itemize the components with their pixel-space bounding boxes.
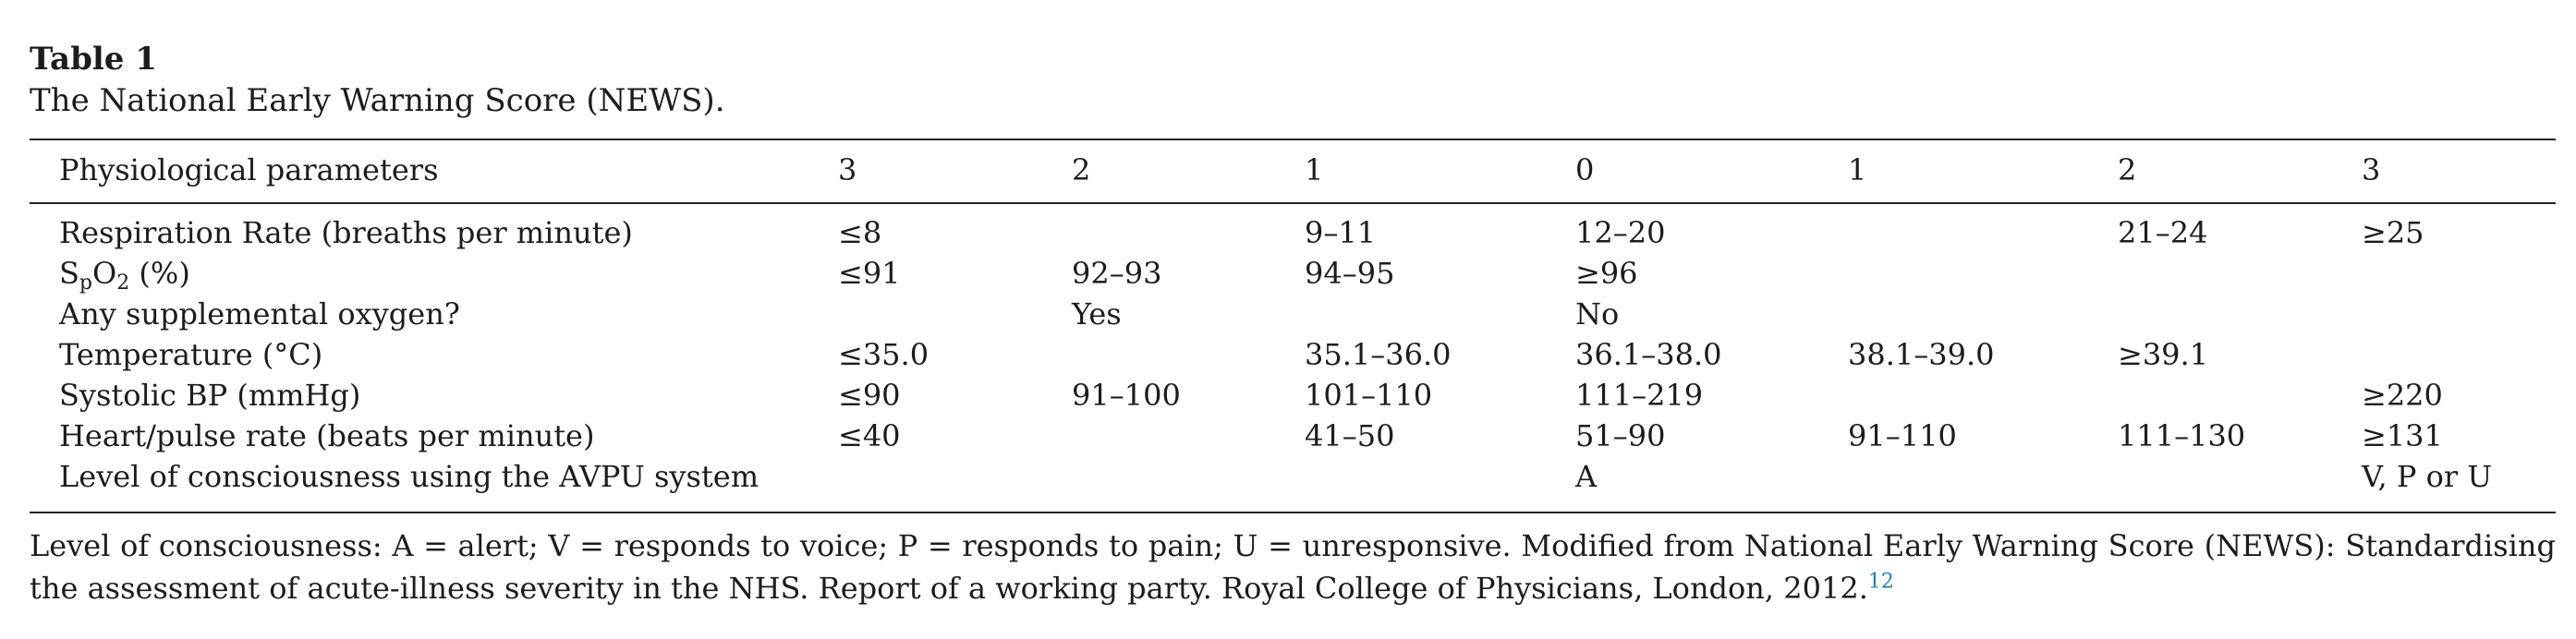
table-cell: 111–130 — [2118, 418, 2246, 453]
table-cell: No — [1575, 296, 1620, 332]
table-cell: 12–20 — [1575, 215, 1666, 250]
header-cell: 3 — [2362, 152, 2381, 187]
header-cell: 1 — [1848, 152, 1867, 187]
row-label: Any supplemental oxygen? — [59, 296, 460, 332]
table-cell: ≤40 — [838, 418, 901, 453]
row-label: Systolic BP (mmHg) — [59, 378, 361, 413]
spo2-o: O — [92, 256, 117, 291]
table-header-row: Physiological parameters 3 2 1 0 1 2 3 — [0, 150, 2576, 190]
header-cell: 3 — [838, 152, 857, 187]
table-cell: 38.1–39.0 — [1848, 337, 1995, 372]
table-cell: ≥96 — [1575, 256, 1638, 291]
table-cell: ≤91 — [838, 256, 901, 291]
table-row: SpO2 (%) ≤91 92–93 94–95 ≥96 — [0, 253, 2576, 294]
spo2-sub-2: 2 — [116, 271, 130, 295]
table-label: Table 1 — [30, 41, 157, 78]
table-cell: ≤90 — [838, 378, 901, 413]
table-cell: ≤35.0 — [838, 337, 930, 372]
table-cell: 9–11 — [1305, 215, 1377, 250]
table-cell: ≥131 — [2362, 418, 2443, 453]
spo2-unit: (%) — [129, 256, 190, 291]
table-cell: 41–50 — [1305, 418, 1395, 453]
table-cell: A — [1575, 459, 1598, 494]
table-cell: ≥25 — [2362, 215, 2424, 250]
table-cell: 36.1–38.0 — [1575, 337, 1722, 372]
header-cell: 2 — [1072, 152, 1091, 187]
table-caption: The National Early Warning Score (NEWS). — [30, 82, 725, 119]
table-cell: 21–24 — [2118, 215, 2208, 250]
footnote-text: Level of consciousness: A = alert; V = r… — [30, 528, 2556, 606]
table-row: Temperature (°C) ≤35.0 35.1–36.0 36.1–38… — [0, 334, 2576, 375]
table-row: Systolic BP (mmHg) ≤90 91–100 101–110 11… — [0, 375, 2576, 416]
spo2-sub-p: p — [79, 271, 93, 295]
table-row: Any supplemental oxygen? Yes No — [0, 294, 2576, 334]
row-label: Level of consciousness using the AVPU sy… — [59, 459, 759, 494]
row-label: Respiration Rate (breaths per minute) — [59, 215, 633, 250]
table-cell: 111–219 — [1575, 378, 1704, 413]
header-cell: 2 — [2118, 152, 2137, 187]
row-label: Temperature (°C) — [59, 337, 323, 372]
table-cell: 91–100 — [1072, 378, 1181, 413]
table-bottom-rule — [30, 512, 2556, 513]
table-row: Heart/pulse rate (beats per minute) ≤40 … — [0, 416, 2576, 456]
header-cell: 0 — [1575, 152, 1595, 187]
table-header-rule — [30, 202, 2556, 204]
table-cell: 91–110 — [1848, 418, 1957, 453]
table-row: Level of consciousness using the AVPU sy… — [0, 456, 2576, 497]
table-cell: 94–95 — [1305, 256, 1395, 291]
header-cell: 1 — [1305, 152, 1324, 187]
spo2-s: S — [59, 256, 79, 291]
header-cell: Physiological parameters — [59, 152, 439, 187]
table-cell: 35.1–36.0 — [1305, 337, 1452, 372]
table-cell: Yes — [1072, 296, 1122, 332]
table-cell: ≥39.1 — [2118, 337, 2209, 372]
table-footnote: Level of consciousness: A = alert; V = r… — [30, 524, 2556, 609]
table-cell: 51–90 — [1575, 418, 1666, 453]
table-cell: ≥220 — [2362, 378, 2443, 413]
row-label: Heart/pulse rate (beats per minute) — [59, 418, 595, 453]
table-cell: V, P or U — [2362, 459, 2493, 494]
table-cell: ≤8 — [838, 215, 882, 250]
table-cell: 92–93 — [1072, 256, 1162, 291]
table-top-rule — [30, 139, 2556, 140]
table-cell: 101–110 — [1305, 378, 1433, 413]
row-label-spo2: SpO2 (%) — [59, 253, 190, 294]
footnote-reference-link[interactable]: 12 — [1867, 570, 1894, 594]
table-row: Respiration Rate (breaths per minute) ≤8… — [0, 212, 2576, 253]
